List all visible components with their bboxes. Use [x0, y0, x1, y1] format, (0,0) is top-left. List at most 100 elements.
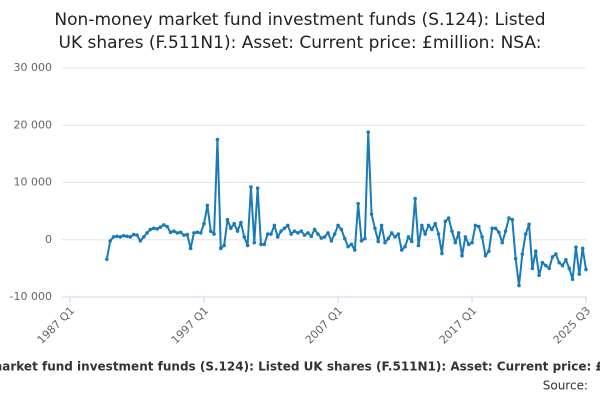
data-point: [580, 246, 585, 251]
data-point: [218, 246, 223, 251]
data-point: [433, 221, 438, 226]
data-point: [158, 225, 163, 229]
data-point: [527, 222, 531, 227]
data-point: [242, 235, 247, 239]
data-point: [289, 232, 293, 236]
data-point: [383, 240, 387, 245]
data-point: [269, 232, 273, 236]
data-point: [577, 272, 582, 276]
data-point: [121, 233, 126, 238]
data-point: [138, 239, 143, 243]
data-point: [356, 201, 360, 206]
data-point: [436, 232, 441, 236]
data-point: [162, 223, 166, 227]
data-point: [339, 227, 344, 232]
data-point: [259, 242, 263, 247]
data-point: [346, 244, 350, 249]
data-point: [560, 263, 565, 268]
data-point: [282, 226, 287, 231]
data-point: [503, 229, 508, 233]
data-point: [473, 223, 478, 228]
data-point: [517, 283, 521, 288]
data-point: [178, 230, 183, 235]
chart-title: Non-money market fund investment funds (…: [54, 10, 545, 30]
data-point: [262, 242, 267, 247]
data-point: [550, 255, 555, 259]
data-point: [332, 232, 337, 236]
data-point: [131, 232, 136, 237]
data-point: [413, 196, 417, 201]
source: Source:: [543, 379, 588, 393]
data-point: [396, 232, 401, 236]
data-point: [460, 253, 464, 258]
y-tick-label: 30 000: [14, 61, 53, 74]
data-point: [543, 263, 548, 268]
data-point: [423, 232, 427, 236]
data-point: [252, 240, 257, 245]
data-point: [198, 231, 203, 235]
data-point: [430, 227, 434, 232]
data-point: [285, 223, 290, 228]
data-point: [349, 242, 354, 247]
data-point: [406, 235, 411, 239]
data-point: [319, 236, 324, 240]
data-point: [265, 232, 270, 236]
data-point: [574, 245, 578, 249]
data-point: [172, 229, 176, 233]
data-point: [249, 185, 253, 189]
data-point: [135, 233, 139, 237]
data-point: [497, 230, 501, 235]
data-point: [185, 232, 190, 237]
data-point: [195, 230, 200, 235]
data-point: [500, 240, 505, 245]
data-point: [272, 223, 277, 228]
data-point: [483, 253, 488, 258]
data-point: [530, 266, 535, 271]
data-point: [466, 242, 471, 247]
data-point: [359, 239, 364, 243]
data-point: [567, 266, 572, 271]
data-point: [329, 239, 334, 243]
data-point: [212, 232, 216, 236]
data-point: [326, 231, 330, 235]
data-point: [128, 235, 133, 239]
data-point: [208, 229, 213, 233]
chart-title: UK shares (F.511N1): Asset: Current pric…: [59, 33, 542, 53]
data-point: [376, 239, 381, 244]
data-point: [523, 232, 528, 236]
data-point: [363, 236, 367, 241]
data-point: [151, 226, 156, 231]
data-point: [105, 257, 109, 262]
data-point: [446, 216, 451, 220]
data-point: [490, 226, 494, 231]
data-point: [533, 249, 538, 253]
data-point: [312, 227, 317, 232]
data-point: [476, 224, 481, 229]
data-point: [229, 226, 233, 231]
data-point: [470, 240, 474, 245]
data-point: [389, 231, 394, 235]
data-point: [108, 239, 113, 243]
data-point: [510, 217, 515, 222]
data-point: [306, 231, 310, 235]
data-point: [275, 235, 280, 239]
data-point: [369, 212, 374, 216]
data-point: [540, 260, 545, 265]
data-point: [440, 251, 444, 256]
data-point: [487, 249, 491, 253]
data-point: [225, 217, 230, 222]
data-point: [175, 231, 180, 235]
data-point: [453, 240, 458, 245]
data-point: [379, 223, 384, 228]
data-point: [302, 233, 307, 237]
data-point: [182, 233, 186, 237]
data-point: [520, 252, 525, 256]
y-tick-label: 10 000: [14, 176, 53, 189]
data-point: [309, 234, 314, 239]
data-point: [480, 235, 484, 239]
data-point: [165, 224, 169, 229]
data-point: [554, 252, 558, 256]
data-point: [373, 226, 377, 231]
